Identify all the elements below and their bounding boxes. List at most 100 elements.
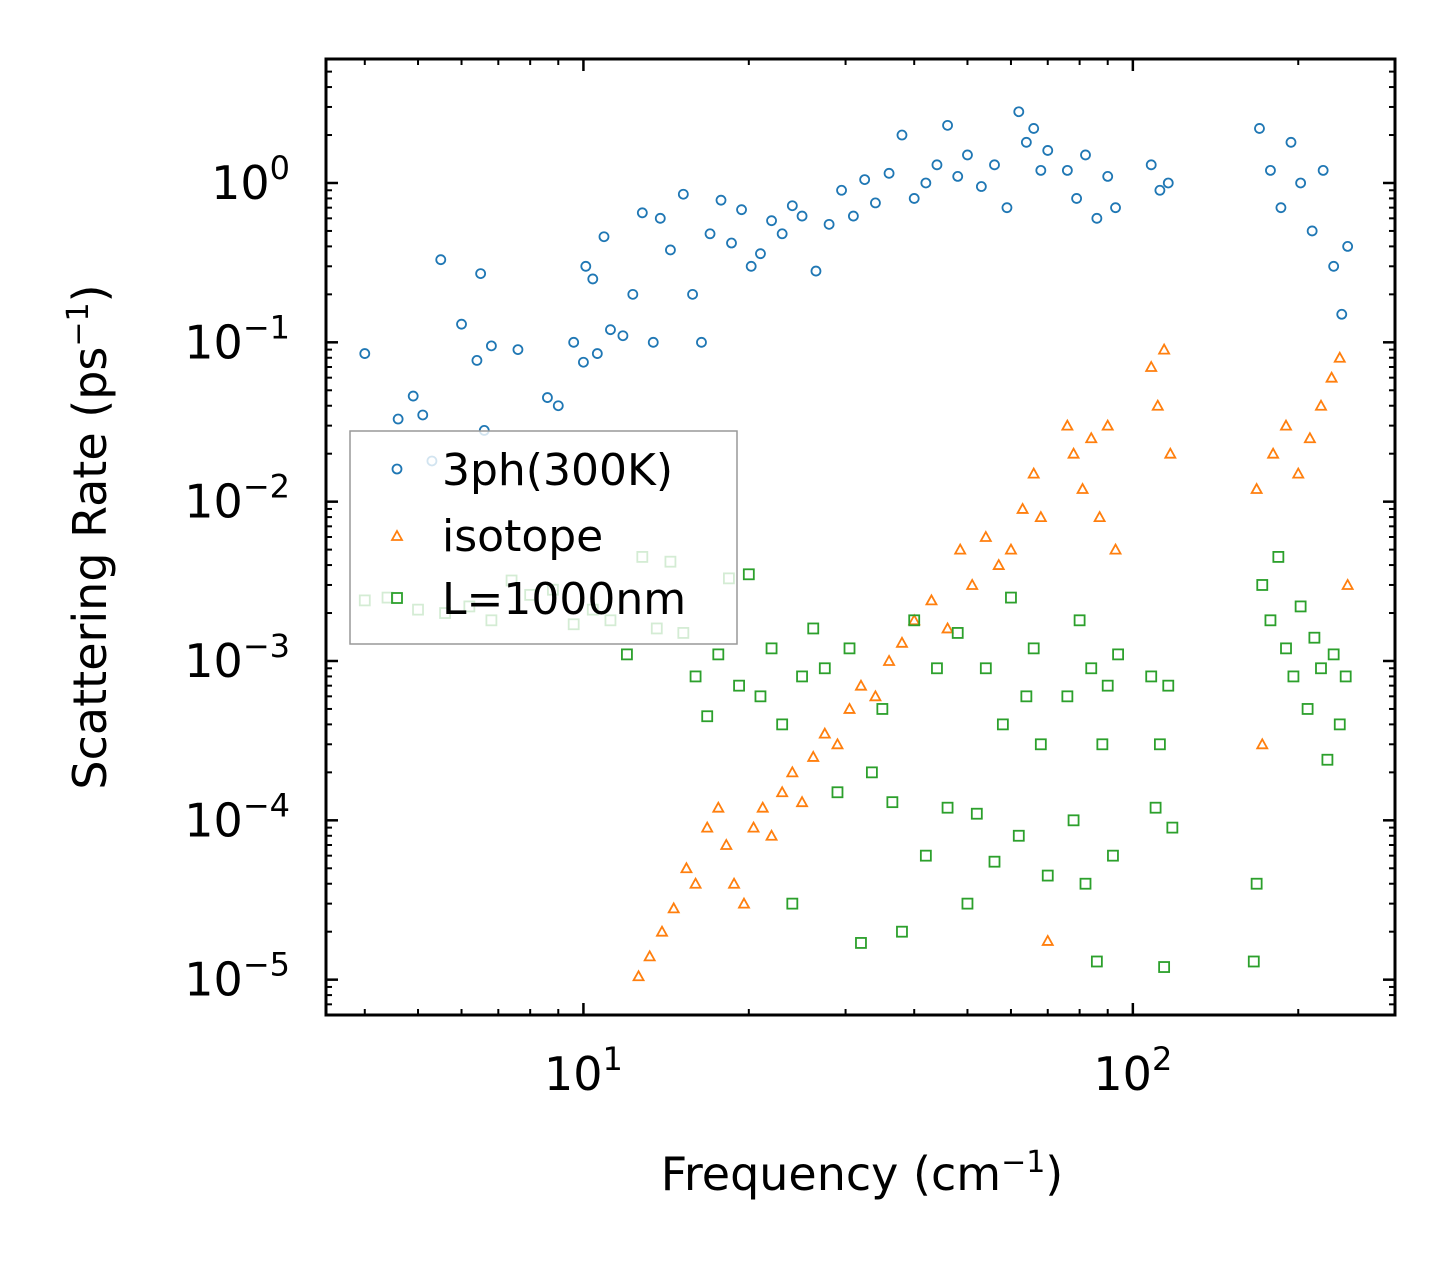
data-point [655, 924, 669, 937]
data-point [1091, 212, 1103, 224]
data-point [989, 159, 1000, 171]
data-point [689, 670, 702, 683]
data-point [823, 218, 835, 230]
data-point [865, 766, 878, 779]
data-point [1085, 662, 1098, 675]
data-point [796, 210, 808, 222]
data-point [785, 765, 799, 778]
data-point [1102, 170, 1114, 182]
data-point [975, 181, 987, 192]
data-point [689, 876, 703, 889]
data-point [1061, 690, 1074, 703]
data-point [907, 613, 921, 626]
data-point [704, 228, 716, 240]
data-point [1034, 510, 1048, 522]
legend-marker-isotope [390, 529, 404, 541]
data-point [1041, 869, 1054, 882]
data-point [1291, 466, 1305, 479]
data-point [931, 662, 943, 675]
data-point [776, 228, 788, 240]
y-tick-label: 100 [211, 149, 290, 210]
data-point [908, 193, 920, 204]
data-point [796, 670, 808, 683]
data-point [854, 678, 868, 691]
data-point [807, 622, 820, 635]
legend-label-isotope: isotope [442, 511, 603, 562]
data-point [687, 288, 698, 300]
y-tick-label: 10−1 [184, 308, 290, 369]
data-point [996, 718, 1009, 731]
data-point [1325, 370, 1339, 383]
data-point [830, 737, 845, 750]
data-point [883, 167, 895, 179]
legend-marker-l1000nm [391, 592, 403, 604]
data-point [1112, 648, 1124, 661]
data-point [1266, 446, 1280, 459]
data-point [598, 231, 610, 243]
data-point [667, 901, 681, 914]
data-point [578, 356, 589, 368]
data-point [1306, 225, 1318, 237]
data-point [855, 937, 867, 949]
data-point [1145, 670, 1158, 683]
data-point [843, 642, 856, 655]
data-point [1096, 738, 1109, 751]
data-point [992, 558, 1006, 570]
data-point [677, 188, 689, 200]
data-point [836, 184, 847, 196]
data-point [1149, 801, 1162, 814]
data-point [1250, 877, 1263, 890]
data-point [679, 861, 693, 874]
data-point [818, 662, 831, 675]
data-point [636, 207, 648, 219]
data-point [1254, 123, 1265, 134]
data-point [1034, 738, 1047, 751]
data-point [1256, 579, 1269, 591]
data-point [1093, 510, 1107, 522]
y-tick-label: 10−3 [184, 627, 290, 688]
data-point [1264, 614, 1277, 627]
data-point [810, 265, 822, 277]
data-point [970, 807, 983, 820]
data-point [587, 273, 599, 285]
data-point [745, 260, 757, 272]
data-point [1013, 106, 1025, 118]
data-point [1153, 738, 1166, 751]
data-point [859, 174, 871, 186]
data-point [1145, 159, 1157, 171]
data-point [1001, 202, 1013, 214]
data-point [359, 348, 371, 359]
data-point [471, 355, 483, 366]
data-point [1067, 446, 1081, 459]
data-point [711, 800, 725, 813]
data-point [1084, 431, 1098, 444]
data-point [715, 194, 727, 206]
data-point [896, 129, 908, 141]
legend-label-3ph: 3ph(300K) [442, 445, 673, 496]
data-point [941, 801, 954, 814]
data-point [868, 689, 882, 702]
data-point [512, 344, 524, 356]
data-point [733, 679, 745, 692]
data-point [591, 348, 603, 359]
data-point [941, 621, 955, 634]
data-point [1294, 600, 1307, 613]
data-point [1101, 418, 1115, 431]
data-point [1101, 679, 1114, 692]
data-point [756, 800, 770, 813]
data-point [392, 413, 404, 425]
data-point [552, 400, 564, 412]
data-point [765, 828, 779, 841]
data-point [754, 690, 767, 703]
data-point [951, 627, 964, 639]
y-tick-label: 10−5 [184, 946, 290, 1007]
data-point [1110, 202, 1121, 214]
data-point [727, 876, 741, 889]
data-point [1328, 260, 1340, 272]
data-point [988, 855, 1001, 868]
data-point [1076, 482, 1090, 494]
data-point [726, 237, 737, 249]
data-point [847, 210, 859, 222]
data-point [895, 635, 909, 648]
